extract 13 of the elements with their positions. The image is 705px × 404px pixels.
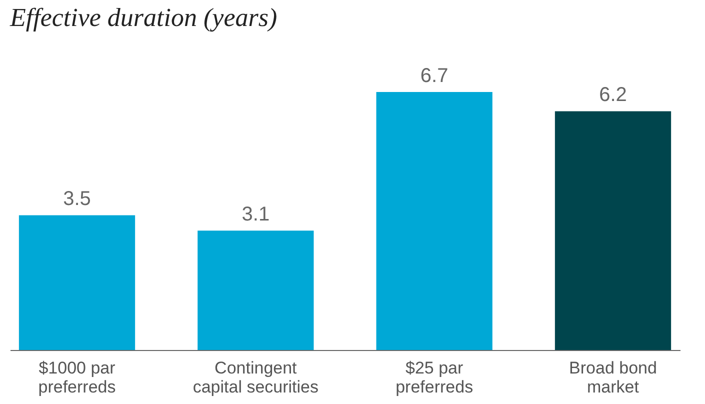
data-label: 3.5	[63, 188, 91, 210]
x-tick-label: Broad bond market	[569, 358, 657, 396]
x-tick-label: Contingent capital securities	[192, 358, 319, 396]
data-label: 3.1	[242, 204, 270, 226]
x-tick-label: $1000 par preferreds	[38, 358, 116, 396]
data-label: 6.2	[599, 84, 627, 106]
bar	[554, 111, 672, 350]
chart-title: Effective duration (years)	[9, 3, 278, 32]
x-tick-label: $25 par preferreds	[396, 358, 474, 396]
data-label: 6.7	[420, 64, 448, 87]
bar	[376, 92, 492, 350]
bar	[18, 215, 136, 350]
bar	[198, 230, 314, 350]
